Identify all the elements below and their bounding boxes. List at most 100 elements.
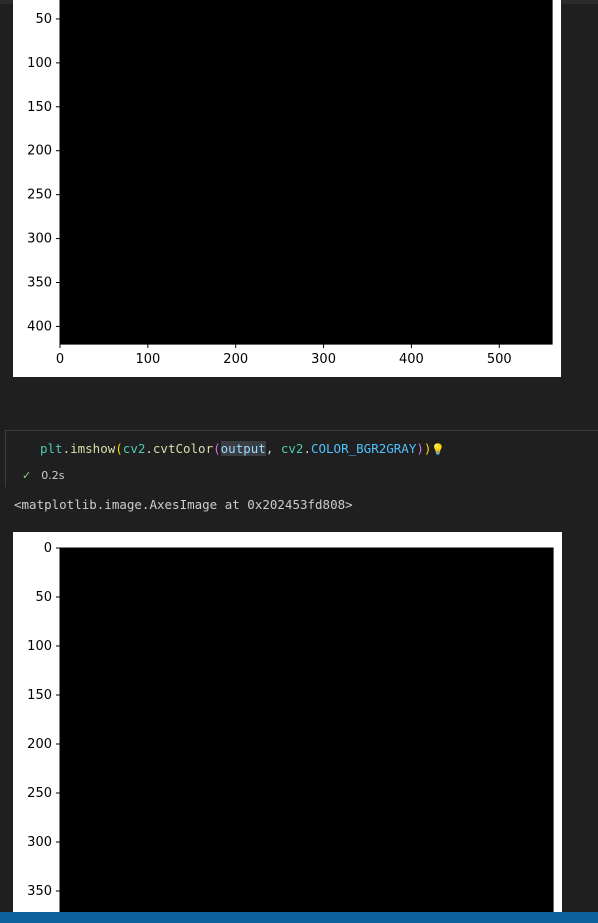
plot1-pixel-cell bbox=[330, 126, 356, 150]
plot1-pixel-cell bbox=[306, 170, 332, 193]
plot2-pixel-cell bbox=[158, 824, 184, 849]
plot2-pixel-cell bbox=[454, 893, 480, 918]
plot1-pixel-cell bbox=[84, 278, 110, 302]
plot2-pixel-cell bbox=[380, 870, 406, 895]
plot1-pixel-cell bbox=[232, 40, 258, 63]
plot2-pixel-cell bbox=[503, 640, 529, 664]
plot1-pixel-cell bbox=[429, 322, 455, 345]
plot2-pixel-cell bbox=[84, 847, 110, 872]
plot2-ticks: 050100150200250300350400 bbox=[27, 541, 60, 899]
plot2-pixel-cell bbox=[281, 847, 308, 872]
code-line[interactable]: plt.imshow(cv2.cvtColor(output, cv2.COLO… bbox=[40, 441, 445, 456]
plot2-pixel-cell bbox=[454, 663, 480, 687]
plot2-pixel-cell bbox=[183, 663, 209, 687]
plot2-pixel-cell bbox=[281, 801, 308, 826]
plot1-pixel-cell bbox=[133, 61, 159, 85]
plot2-pixel-cell bbox=[257, 870, 283, 895]
plot2-pixel-cell bbox=[454, 755, 480, 780]
plot2-pixel-cell bbox=[232, 778, 258, 803]
plot2-pixel-cell bbox=[109, 870, 135, 895]
plot2-pixel-cell bbox=[405, 594, 431, 618]
plot2-pixel-cell bbox=[60, 755, 86, 780]
plot1-pixel-cell bbox=[404, 170, 430, 193]
plot1-pixel-cell bbox=[207, 170, 233, 193]
plot1-pixel-cell bbox=[429, 170, 455, 193]
plot1-pixel-cell bbox=[60, 257, 86, 280]
execution-status: ✓ 0.2s bbox=[22, 469, 64, 482]
plot1-pixel-cell bbox=[404, 18, 430, 41]
plot1-pixel-cell bbox=[281, 257, 307, 280]
plot2-pixel-cell bbox=[454, 801, 480, 826]
plot2-pixel-cell bbox=[281, 617, 308, 641]
plot1-pixel-cell bbox=[527, 126, 553, 150]
plot1-pixel-cell bbox=[158, 18, 184, 41]
plot2-pixel-cell bbox=[355, 686, 382, 711]
plot1-pixel-cell bbox=[453, 192, 479, 215]
plot1-pixel-cell bbox=[453, 0, 479, 20]
plot2-pixel-cell bbox=[257, 571, 283, 595]
plot1-pixel-cell bbox=[330, 300, 356, 323]
plot1-pixel-cell bbox=[527, 257, 553, 280]
plot1-pixel-cell bbox=[330, 148, 356, 171]
plot2-pixel-cell bbox=[454, 732, 480, 757]
plot2-pixel-cell bbox=[207, 571, 234, 595]
plot1-pixel-cell bbox=[478, 40, 504, 63]
plot1-pixel-cell bbox=[207, 278, 233, 302]
plot2-pixel-cell bbox=[503, 778, 529, 803]
plot1-pixel-cell bbox=[109, 213, 135, 237]
plot1-cells bbox=[60, 0, 553, 345]
plot2-pixel-cell bbox=[380, 571, 406, 595]
plot2-pixel-cell bbox=[405, 847, 431, 872]
plot2-pixel-cell bbox=[158, 686, 184, 711]
plot1-pixel-cell bbox=[404, 105, 430, 128]
plot1-pixel-cell bbox=[502, 0, 528, 20]
plot1-pixel-cell bbox=[330, 18, 356, 41]
plot2-pixel-cell bbox=[232, 847, 258, 872]
plot2-pixel-cell bbox=[281, 755, 308, 780]
plot1-pixel-cell bbox=[404, 126, 430, 150]
plot2-pixel-cell bbox=[232, 732, 258, 757]
code-cell[interactable]: plt.imshow(cv2.cvtColor(output, cv2.COLO… bbox=[5, 430, 598, 487]
plot1-pixel-cell bbox=[429, 148, 455, 171]
plot2-pixel-cell bbox=[207, 801, 234, 826]
plot1-pixel-cell bbox=[109, 40, 135, 63]
plot2-pixel-cell bbox=[281, 663, 308, 687]
plot1-pixel-cell bbox=[379, 126, 405, 150]
lightbulb-icon[interactable]: 💡 bbox=[431, 443, 446, 456]
plot1-pixel-cell bbox=[478, 257, 504, 280]
plot1-pixel-cell bbox=[158, 213, 184, 237]
plot2-pixel-cell bbox=[380, 663, 406, 687]
plot2-pixel-cell bbox=[207, 847, 234, 872]
plot1-pixel-cell bbox=[379, 105, 405, 128]
plot2-pixel-cell bbox=[109, 893, 135, 918]
plot2-pixel-cell bbox=[183, 870, 209, 895]
plot1-pixel-cell bbox=[60, 83, 86, 106]
plot1-pixel-cell bbox=[183, 0, 209, 20]
plot2-pixel-cell bbox=[257, 755, 283, 780]
plot1-pixel-cell bbox=[527, 0, 553, 20]
plot1-pixel-cell bbox=[306, 322, 332, 345]
plot1-pixel-cell bbox=[281, 83, 307, 106]
plot1-pixel-cell bbox=[232, 322, 258, 345]
plot1-pixel-cell bbox=[281, 40, 307, 63]
plot1-pixel-cell bbox=[183, 192, 209, 215]
plot2-pixel-cell bbox=[207, 709, 234, 734]
plot2-pixel-cell bbox=[380, 801, 406, 826]
plot1-pixel-cell bbox=[183, 18, 209, 41]
plot2-pixel-cell bbox=[109, 824, 135, 849]
plot1-pixel-cell bbox=[404, 257, 430, 280]
plot1-pixel-cell bbox=[527, 322, 553, 345]
plot1-pixel-cell bbox=[429, 300, 455, 323]
plot1-ytick-label: 150 bbox=[27, 100, 52, 115]
plot2-pixel-cell bbox=[479, 732, 505, 757]
plot2-pixel-cell bbox=[429, 548, 455, 572]
plot1-pixel-cell bbox=[109, 148, 135, 171]
plot2-pixel-cell bbox=[133, 594, 160, 618]
plot1-pixel-cell bbox=[355, 235, 381, 258]
plot1-pixel-cell bbox=[355, 126, 381, 150]
plot2-pixel-cell bbox=[207, 640, 234, 664]
plot1-pixel-cell bbox=[453, 322, 479, 345]
plot1-pixel-cell bbox=[60, 192, 86, 215]
plot2-pixel-cell bbox=[503, 755, 529, 780]
plot1-pixel-cell bbox=[60, 322, 86, 345]
